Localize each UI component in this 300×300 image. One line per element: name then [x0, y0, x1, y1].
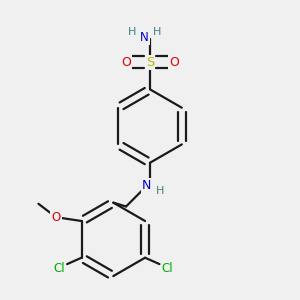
- Text: H: H: [128, 27, 136, 37]
- Text: O: O: [121, 56, 131, 69]
- Text: Cl: Cl: [162, 262, 173, 275]
- Text: S: S: [146, 56, 154, 69]
- Text: O: O: [169, 56, 179, 69]
- Text: O: O: [51, 211, 61, 224]
- Text: N: N: [142, 179, 152, 192]
- Text: H: H: [156, 187, 165, 196]
- Text: H: H: [153, 27, 161, 37]
- Text: N: N: [140, 31, 148, 44]
- Text: Cl: Cl: [53, 262, 65, 275]
